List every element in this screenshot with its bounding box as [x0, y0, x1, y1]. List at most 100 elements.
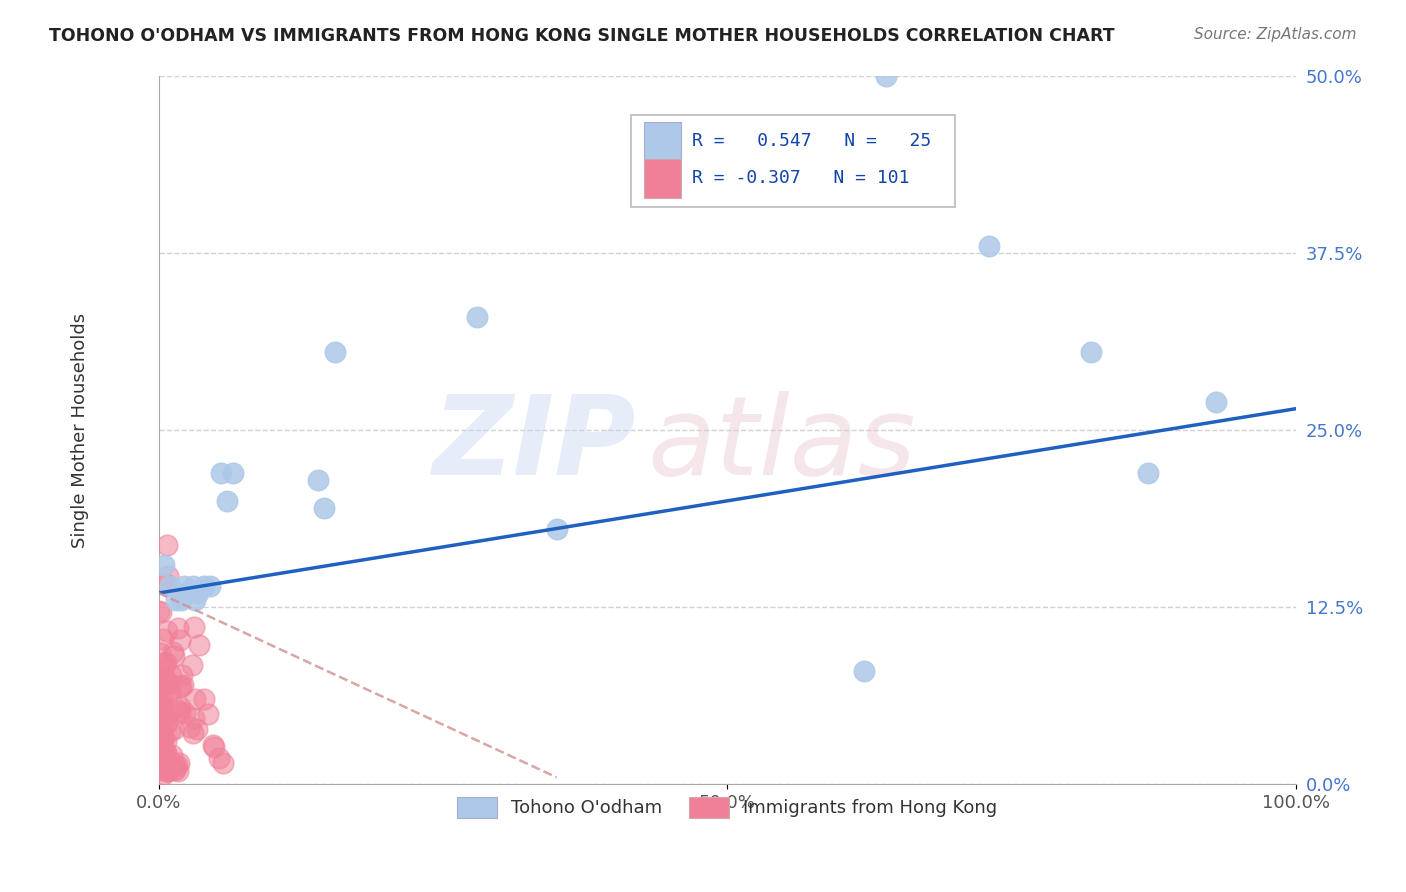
Point [148, 763, 170, 777]
Point [156, 764, 179, 778]
Point [152, 761, 174, 775]
Point [173, 579, 195, 593]
Point [875, 69, 897, 83]
Point [221, 466, 243, 480]
Point [159, 579, 181, 593]
Point [188, 639, 211, 653]
Y-axis label: Single Mother Households: Single Mother Households [72, 312, 89, 548]
Point [155, 746, 177, 760]
Point [183, 620, 205, 634]
Point [1205, 394, 1227, 409]
Point [153, 767, 176, 781]
Point [148, 729, 170, 743]
Legend: Tohono O'odham, Immigrants from Hong Kong: Tohono O'odham, Immigrants from Hong Kon… [450, 789, 1005, 825]
Point [150, 741, 173, 756]
Point [156, 715, 179, 730]
Text: ZIP: ZIP [433, 391, 637, 498]
Point [173, 706, 195, 721]
Point [165, 763, 187, 777]
Point [152, 731, 174, 746]
Point [150, 712, 173, 726]
Point [157, 676, 180, 690]
Point [852, 664, 875, 678]
Point [152, 746, 174, 760]
Point [202, 739, 225, 754]
Point [150, 703, 173, 717]
Point [155, 747, 177, 761]
Point [156, 538, 179, 552]
Point [165, 593, 187, 607]
Point [152, 723, 174, 737]
Point [162, 645, 184, 659]
Text: R = -0.307   N = 101: R = -0.307 N = 101 [692, 169, 910, 187]
Point [149, 733, 172, 747]
Point [156, 764, 179, 778]
Text: TOHONO O'ODHAM VS IMMIGRANTS FROM HONG KONG SINGLE MOTHER HOUSEHOLDS CORRELATION: TOHONO O'ODHAM VS IMMIGRANTS FROM HONG K… [49, 27, 1115, 45]
Point [186, 722, 208, 736]
Point [215, 494, 238, 508]
Point [1136, 466, 1159, 480]
Point [167, 756, 190, 771]
Point [163, 648, 186, 663]
Point [148, 604, 170, 618]
Point [465, 310, 488, 324]
Point [157, 569, 180, 583]
Point [148, 664, 170, 678]
Point [197, 706, 219, 721]
Point [149, 711, 172, 725]
FancyBboxPatch shape [644, 122, 681, 161]
Point [207, 751, 229, 765]
Point [165, 700, 187, 714]
Text: atlas: atlas [648, 391, 917, 498]
Point [170, 668, 193, 682]
Point [193, 692, 215, 706]
Point [152, 703, 174, 717]
Point [180, 658, 202, 673]
Point [169, 633, 191, 648]
FancyBboxPatch shape [644, 159, 681, 198]
Point [170, 679, 193, 693]
Point [211, 756, 233, 771]
Point [148, 713, 170, 727]
Point [148, 749, 170, 764]
Point [152, 632, 174, 647]
Point [183, 711, 205, 725]
Point [977, 238, 1000, 252]
Point [323, 345, 346, 359]
Point [152, 748, 174, 763]
Point [152, 754, 174, 768]
Point [149, 646, 172, 660]
Point [167, 705, 190, 719]
Point [155, 657, 177, 671]
Point [150, 672, 173, 686]
Point [166, 758, 188, 772]
Point [153, 717, 176, 731]
Point [152, 698, 174, 712]
Point [160, 748, 183, 763]
Point [181, 725, 204, 739]
Point [152, 676, 174, 690]
Point [155, 576, 177, 591]
Point [170, 593, 193, 607]
Point [169, 706, 191, 721]
Point [179, 720, 201, 734]
Point [152, 705, 174, 719]
Point [155, 761, 177, 775]
Point [153, 657, 176, 672]
Point [152, 756, 174, 770]
Point [150, 739, 173, 753]
Text: Source: ZipAtlas.com: Source: ZipAtlas.com [1194, 27, 1357, 42]
Point [172, 678, 194, 692]
Point [184, 593, 207, 607]
Point [149, 678, 172, 692]
Point [167, 764, 190, 779]
Point [187, 586, 209, 600]
Point [160, 668, 183, 682]
Point [312, 500, 335, 515]
Point [184, 691, 207, 706]
Point [150, 751, 173, 765]
Point [169, 700, 191, 714]
Point [546, 522, 568, 536]
Point [159, 684, 181, 698]
Point [157, 755, 180, 769]
